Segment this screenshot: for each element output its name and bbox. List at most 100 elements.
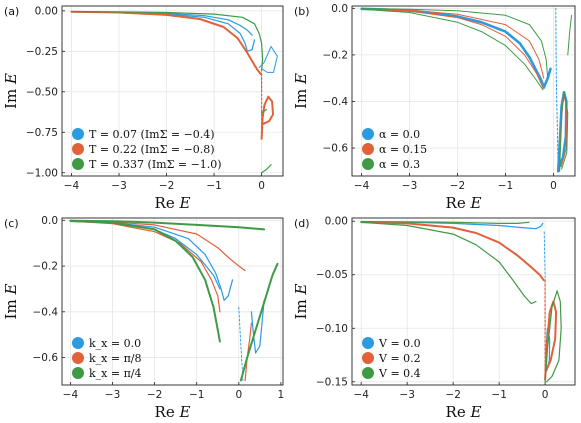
- legend-entry: k_x = π/4: [89, 367, 142, 380]
- plot-area: [70, 10, 278, 174]
- x-tick-label: −2: [445, 389, 460, 401]
- axes-frame: [351, 5, 576, 177]
- axes-frame: [351, 217, 576, 386]
- panel-label: (a): [4, 5, 19, 18]
- y-tick-label: 0.00: [35, 5, 58, 17]
- series-1-curve-1: [260, 95, 274, 140]
- series-0-curve-1: [69, 220, 221, 290]
- x-tick-label: −1: [491, 389, 506, 401]
- series-0-curve-2: [250, 299, 265, 354]
- panel-3: −4 −3 −2 −1 0 0.00 −0.05 −0.10 −0.15 Re E Im E (d) V…: [292, 216, 576, 421]
- legend-marker: [362, 158, 374, 170]
- y-tick-label: −0.25: [26, 46, 58, 58]
- legend-marker: [72, 337, 84, 349]
- series-0-curve-3: [238, 306, 244, 381]
- y-tick-label: −1.00: [26, 167, 58, 179]
- legend-marker: [72, 143, 84, 155]
- x-axis-label: Re E: [446, 194, 482, 212]
- y-tick-label: −0.75: [26, 127, 58, 139]
- y-tick-label: −0.05: [316, 269, 348, 281]
- series-2-curve-2: [559, 91, 569, 172]
- series-0-curve-0: [360, 7, 546, 89]
- legend-entry: T = 0.337 (ImΣ = −1.0): [89, 158, 222, 171]
- x-tick-label: 0: [235, 389, 242, 401]
- legend-entry: α = 0.3: [379, 158, 420, 171]
- panel-0: −4 −3 −2 −1 0 0.00 −0.25 −0.50 −0.75 −1.00 Re E Im …: [2, 5, 284, 212]
- x-tick-label: −4: [354, 180, 370, 192]
- y-tick-label: −0.4: [33, 306, 59, 318]
- legend-marker: [72, 367, 84, 379]
- y-tick-label: 0.0: [41, 215, 58, 227]
- x-tick-label: −4: [63, 389, 79, 401]
- series-2-curve-1: [360, 220, 530, 224]
- series-0-curve-0: [70, 11, 256, 52]
- legend-marker: [72, 158, 84, 170]
- series-1-curve-1: [361, 8, 545, 79]
- y-axis-label: Im E: [292, 73, 310, 109]
- series-1-curve-2: [244, 322, 252, 381]
- y-axis-label: Im E: [2, 284, 20, 320]
- legend-marker: [362, 367, 374, 379]
- x-tick-label: −4: [64, 180, 80, 192]
- x-tick-label: −3: [399, 389, 414, 401]
- series-2-curve-0: [70, 11, 264, 72]
- x-tick-label: −1: [189, 389, 204, 401]
- series-2-curve-2: [239, 262, 279, 382]
- y-tick-label: 0.00: [325, 216, 348, 228]
- panel-label: (d): [294, 217, 310, 230]
- legend-marker: [72, 352, 84, 364]
- series-1-curve-1: [69, 220, 221, 313]
- x-tick-label: 0: [550, 180, 557, 192]
- legend-entry: V = 0.4: [378, 367, 421, 380]
- x-axis-label: Re E: [155, 194, 191, 212]
- series-1-curve-1: [544, 300, 558, 381]
- x-tick-label: −4: [353, 389, 369, 401]
- legend-marker: [72, 128, 84, 140]
- series-2-curve-2: [261, 109, 267, 114]
- series-1-curve-0: [70, 10, 262, 75]
- legend-marker: [362, 337, 374, 349]
- panel-label: (b): [294, 5, 310, 18]
- y-tick-label: −0.6: [323, 143, 349, 155]
- x-axis-label: Re E: [446, 403, 482, 421]
- x-tick-label: −1: [498, 180, 513, 192]
- legend-entry: k_x = π/8: [89, 352, 142, 365]
- y-tick-label: −0.6: [33, 352, 59, 364]
- legend-entry: V = 0.2: [378, 352, 421, 365]
- x-tick-label: −2: [147, 389, 162, 401]
- series-2-curve-1: [361, 8, 549, 79]
- series-1-curve-0: [361, 8, 544, 88]
- y-tick-label: −0.4: [323, 96, 349, 108]
- x-tick-label: −3: [402, 180, 417, 192]
- series-1-curve-0: [360, 221, 545, 282]
- series-0-curve-2: [258, 46, 278, 73]
- legend-marker: [362, 128, 374, 140]
- panel-label: (c): [4, 217, 19, 230]
- y-tick-label: −0.15: [316, 376, 348, 388]
- x-tick-label: 0: [258, 180, 265, 192]
- legend-entry: k_x = 0.0: [89, 337, 141, 350]
- legend-marker: [362, 143, 374, 155]
- legend-entry: V = 0.0: [378, 337, 421, 350]
- legend-entry: T = 0.22 (ImΣ = −0.8): [89, 143, 215, 156]
- x-tick-label: −2: [450, 180, 465, 192]
- legend-marker: [362, 352, 374, 364]
- plot-area: [360, 7, 573, 173]
- x-axis-label: Re E: [155, 403, 191, 421]
- x-tick-label: −1: [206, 180, 221, 192]
- y-axis-label: Im E: [2, 73, 20, 109]
- legend-entry: α = 0.0: [379, 128, 420, 141]
- x-tick-label: −3: [111, 180, 126, 192]
- plot-area: [69, 219, 279, 382]
- y-tick-label: 0.0: [331, 3, 348, 15]
- x-tick-label: 1: [278, 389, 285, 401]
- x-tick-label: 0: [542, 389, 549, 401]
- y-axis-label: Im E: [292, 284, 310, 320]
- series-2-curve-0: [361, 8, 544, 91]
- series-0-curve-3: [555, 7, 559, 172]
- x-tick-label: −3: [105, 389, 120, 401]
- axes-frame: [61, 5, 284, 177]
- series-1-curve-0: [69, 220, 246, 272]
- series-2-curve-1: [261, 164, 272, 174]
